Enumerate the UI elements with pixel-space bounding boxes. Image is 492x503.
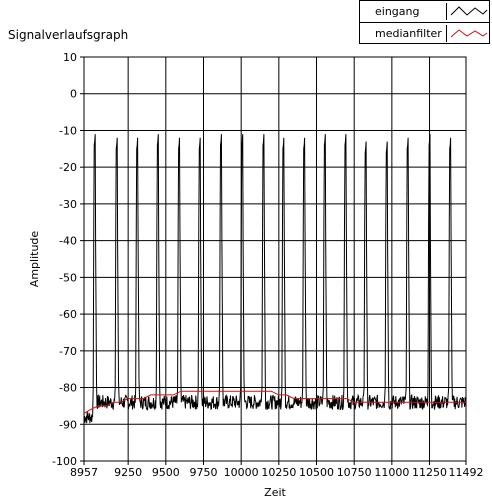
x-tick-label: 9250 (114, 466, 142, 479)
legend-line-icon-medianfilter (450, 29, 488, 38)
x-tick-label: 9500 (152, 466, 180, 479)
series-line-eingang (83, 134, 467, 424)
graph-title: Signalverlaufsgraph (8, 28, 129, 42)
legend-swatch-medianfilter (446, 25, 489, 42)
y-tick-label: -40 (59, 235, 77, 248)
y-tick-label: 10 (63, 51, 77, 64)
y-tick-label: -80 (59, 382, 77, 395)
y-tick-label: -30 (59, 198, 77, 211)
x-tick-label: 11250 (412, 466, 447, 479)
x-tick-label: 8957 (70, 466, 98, 479)
x-tick-label: 10000 (224, 466, 259, 479)
y-tick-label: -70 (59, 345, 77, 358)
x-tick-label: 9750 (189, 466, 217, 479)
x-tick-label: 10500 (299, 466, 334, 479)
y-tick-label: -50 (59, 271, 77, 284)
legend-label-medianfilter: medianfilter (375, 27, 442, 40)
legend-item-eingang[interactable]: eingang (360, 1, 489, 23)
legend-item-medianfilter[interactable]: medianfilter (360, 23, 489, 45)
legend-line-icon-eingang (450, 6, 488, 16)
y-tick-label: 0 (70, 88, 77, 101)
series-line-medianfilter (83, 390, 466, 414)
y-tick-label: -10 (59, 124, 77, 137)
legend-label-eingang: eingang (375, 5, 420, 18)
x-tick-label: 11000 (374, 466, 409, 479)
legend-swatch-eingang (446, 3, 489, 20)
grid-lines (83, 56, 467, 462)
y-tick-label: -90 (59, 418, 77, 431)
x-tick-label: 10250 (261, 466, 296, 479)
x-axis-label: Zeit (264, 486, 286, 499)
x-tick-label: 11492 (449, 466, 484, 479)
plot-area (83, 56, 467, 462)
plot-legend: eingang medianfilter (359, 0, 490, 44)
series-layer (83, 134, 467, 424)
y-tick-label: -20 (59, 161, 77, 174)
x-tick-label: 10750 (337, 466, 372, 479)
y-axis-label: Amplitude (28, 231, 41, 288)
y-tick-label: -100 (52, 455, 77, 468)
y-tick-label: -60 (59, 308, 77, 321)
